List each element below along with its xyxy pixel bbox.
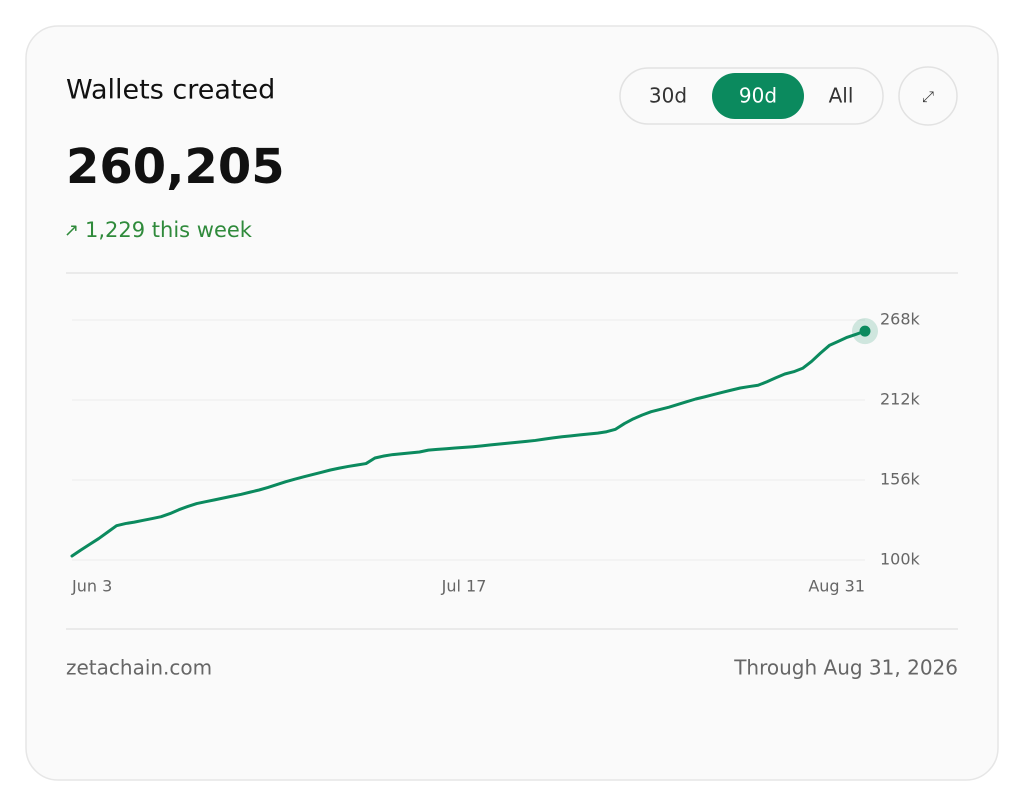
x-tick-label: Jun 3	[71, 577, 112, 596]
change-text: 1,229 this week	[85, 218, 253, 242]
tab[interactable]: 30d	[649, 84, 687, 108]
y-tick-label: 212k	[880, 390, 921, 409]
metric: 260,205	[66, 139, 285, 195]
change-arrow: ↗	[64, 220, 79, 241]
tab-active-bg	[712, 73, 804, 119]
tab[interactable]: 90d	[739, 84, 777, 108]
footer-note: Through Aug 31, 2026	[733, 656, 958, 680]
y-tick-label: 100k	[880, 550, 921, 569]
tab[interactable]: All	[829, 84, 854, 108]
expand-icon: ⤢	[922, 88, 935, 106]
card-background	[25, 25, 999, 781]
plot: 100k 156k 212k 268k Jun 3 Jul 17 Aug 31	[70, 310, 921, 596]
tabs: 30d 90d All	[649, 73, 853, 119]
line	[70, 329, 867, 558]
footer-source: zetachain.com	[66, 656, 212, 680]
x-tick-label: Jul 17	[441, 577, 487, 596]
expand-button[interactable]	[898, 66, 958, 126]
y-tick-label: 156k	[880, 470, 921, 489]
card-title: Wallets created	[66, 75, 275, 106]
y-tick-label: 268k	[880, 310, 921, 329]
x-tick-label: Aug 31	[808, 577, 865, 596]
end-point	[859, 325, 871, 337]
